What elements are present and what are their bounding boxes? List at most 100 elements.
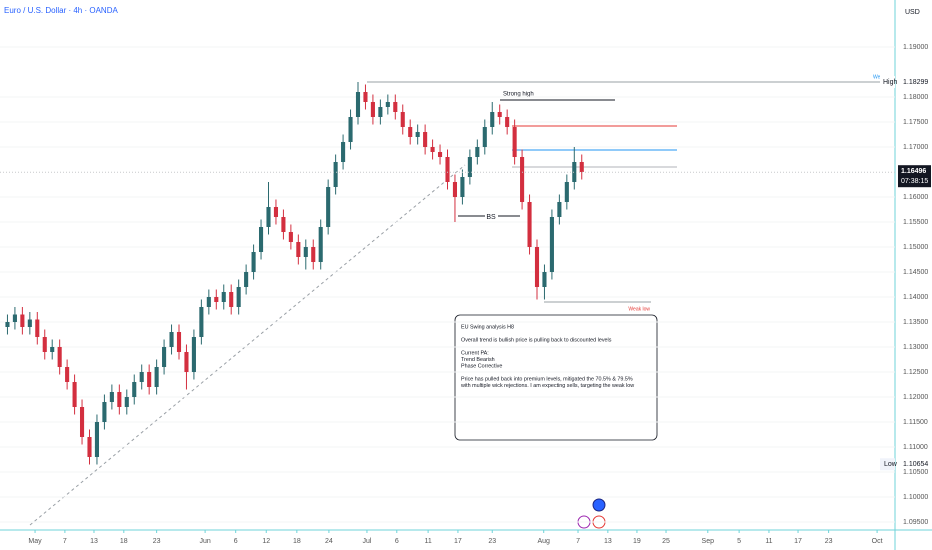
candle-body — [191, 337, 196, 372]
x-tick-label: 11 — [424, 538, 431, 545]
candle-body — [505, 117, 510, 127]
y-tick-label: 1.15000 — [903, 244, 928, 251]
note-line: Current PA: — [461, 350, 489, 356]
x-tick-label: 23 — [488, 538, 496, 545]
candle-body — [542, 272, 547, 287]
candle-body — [258, 227, 264, 252]
note-line: Trend Bearish — [461, 357, 495, 363]
candle-body — [363, 92, 368, 102]
candle-body — [467, 157, 472, 177]
note-line: Overall trend is bullish price is pullin… — [461, 337, 612, 343]
candle-body — [348, 117, 353, 142]
x-tick-label: 12 — [262, 538, 270, 545]
candle-body — [72, 382, 77, 407]
candle-body — [109, 392, 114, 402]
candle-body — [139, 372, 144, 382]
candle-body — [303, 247, 308, 257]
currency: USD — [905, 9, 920, 16]
x-tick-label: 7 — [63, 538, 67, 545]
candle-body — [572, 162, 577, 182]
high-label-box — [880, 76, 895, 89]
candle-body — [169, 332, 174, 347]
candle-body — [557, 202, 562, 217]
y-tick-label: 1.19000 — [903, 44, 928, 51]
y-tick-label: 1.15500 — [903, 219, 928, 226]
candle-body — [20, 314, 25, 327]
candle-body — [176, 332, 182, 352]
candle-body — [266, 207, 271, 227]
x-tick-label: 17 — [454, 538, 462, 545]
note-line: with multiple wick rejections. I am expe… — [460, 383, 634, 389]
candle-body — [94, 422, 100, 457]
wk-label: We — [873, 74, 881, 80]
candle-body — [162, 347, 167, 367]
candle-body — [452, 182, 458, 197]
candle-body — [221, 292, 226, 302]
y-tick-label: 1.09500 — [903, 519, 928, 526]
weak-low-label: Weak low — [628, 306, 650, 312]
y-tick-label: 1.12500 — [903, 369, 928, 376]
candle-body — [370, 102, 375, 117]
candle-body — [378, 107, 383, 117]
y-tick-label: 1.13500 — [903, 319, 928, 326]
x-tick-label: Oct — [872, 538, 883, 545]
candle-body — [400, 112, 405, 127]
x-tick-label: 13 — [604, 538, 612, 545]
candle-body — [326, 187, 331, 227]
last-price-box — [898, 165, 931, 188]
candle-body — [423, 132, 428, 147]
candle-body — [65, 367, 70, 382]
candle-body — [147, 372, 152, 387]
y-tick-label: 1.10500 — [903, 469, 928, 476]
candle-body — [296, 242, 301, 257]
candle-body — [57, 347, 62, 367]
candle-body — [281, 217, 286, 232]
candle-body — [497, 112, 502, 117]
candle-body — [154, 367, 159, 387]
y-tick-label: 1.17000 — [903, 144, 928, 151]
strong-high-label: Strong high — [503, 92, 534, 98]
note-box — [454, 314, 658, 441]
candle-body — [579, 162, 584, 172]
candle-body — [42, 337, 47, 352]
candle-body — [520, 157, 525, 202]
x-tick-label: 7 — [576, 538, 580, 545]
candle-body — [132, 382, 137, 397]
x-tick-label: Jul — [362, 538, 371, 545]
y-tick-label: 1.11500 — [903, 419, 928, 426]
candle-body — [318, 227, 323, 262]
candle-body — [87, 437, 92, 457]
event-icon[interactable] — [592, 498, 606, 512]
x-tick-label: 6 — [395, 538, 399, 545]
candle-body — [229, 292, 234, 307]
high-label: High — [883, 79, 898, 86]
x-tick-label: 23 — [153, 538, 161, 545]
candle-body — [445, 157, 450, 182]
candle-body — [311, 247, 316, 262]
candle-body — [184, 352, 189, 372]
y-tick-label: 1.16000 — [903, 194, 928, 201]
candle-body — [415, 132, 420, 137]
candle-body — [430, 147, 435, 152]
x-tick-label: 18 — [120, 538, 128, 545]
low-label-box — [880, 458, 895, 471]
candle-body — [482, 127, 487, 147]
x-tick-label: 5 — [737, 538, 741, 545]
x-tick-label: Aug — [537, 538, 550, 545]
y-tick-label: 1.12000 — [903, 394, 928, 401]
candle-body — [408, 127, 413, 137]
candle-body — [12, 314, 17, 322]
candle-body — [549, 217, 554, 272]
candle-body — [206, 297, 211, 307]
candle-body — [534, 247, 540, 287]
high-value: 1.18299 — [903, 79, 928, 86]
low-value: 1.10654 — [903, 461, 928, 468]
candle-body — [50, 347, 55, 352]
y-tick-label: 1.17500 — [903, 119, 928, 126]
x-tick-label: 13 — [90, 538, 98, 545]
candle-body — [288, 232, 293, 242]
candle-body — [333, 162, 338, 187]
x-tick-label: Sep — [702, 538, 715, 545]
candle-body — [214, 297, 219, 302]
